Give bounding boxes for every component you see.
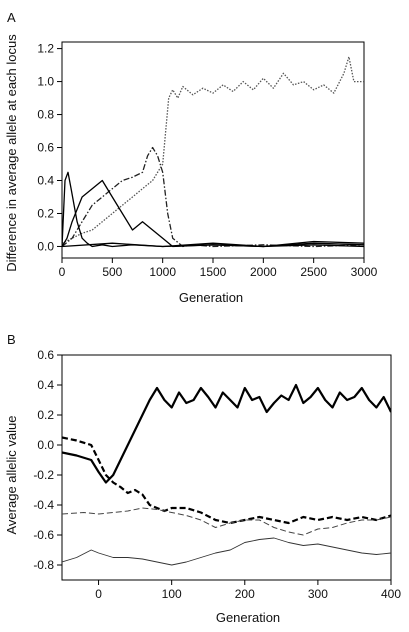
panel-a-series-line-1	[62, 56, 364, 244]
panel-a-xtick-label: 0	[59, 265, 66, 279]
panel-a-xtick-label: 3000	[351, 265, 378, 279]
panel-a-ytick-label: 0.6	[37, 141, 54, 155]
panel-b-series-line-1	[62, 383, 391, 484]
panel-b-xtick-label: 300	[308, 587, 328, 601]
panel-b-series-line-4	[62, 537, 391, 566]
panel-a-series-line-4	[62, 179, 364, 248]
panel-a-ytick-label: 0.8	[37, 108, 54, 122]
panel-b-ytick-label: 0.4	[37, 378, 54, 392]
panel-a-xtick-label: 500	[102, 265, 122, 279]
panel-b-ytick-label: -0.4	[33, 498, 54, 512]
panel-a-ytick-label: 0.0	[37, 239, 54, 253]
panel-a-series-line-3	[62, 171, 364, 248]
panel-b-ytick-label: 0.6	[37, 348, 54, 362]
panel-b-xtick-label: 400	[381, 587, 401, 601]
panel-b-label: B	[7, 332, 16, 347]
panel-a-series-line-2	[62, 146, 364, 248]
panel-b-ytick-label: 0.0	[37, 438, 54, 452]
panel-b-frame	[61, 354, 392, 581]
panel-b-xtick-label: 0	[95, 587, 102, 601]
panel-a-label: A	[7, 10, 16, 25]
panel-b-ytick-label: -0.8	[33, 558, 54, 572]
panel-b-ytick-label: -0.2	[33, 468, 54, 482]
panel-a-xtick-label: 2000	[250, 265, 277, 279]
panel-a-xtick-label: 2500	[300, 265, 327, 279]
panel-b-plot: 0 100 200 300 400 -0.8 -0.6 -0.4 -0.2 0.0 0.2 0.4 0.…	[33, 348, 401, 601]
panel-b-series-line-3	[62, 507, 391, 536]
panel-b-series-line-2	[62, 436, 391, 525]
panel-b-xtick-label: 200	[235, 587, 255, 601]
panel-a-ytick-label: 1.2	[37, 42, 54, 56]
panel-a-ytick-label: 0.2	[37, 206, 54, 220]
panel-a-plot: 0 500 1000 1500 2000 2500 3000 0.0 0.2 0.4 0.6 0.8 1…	[37, 41, 378, 279]
panel-b-ylabel: Average allelic value	[4, 416, 19, 535]
panel-a-series-line-5	[62, 240, 364, 248]
panel-b-xtick-label: 100	[162, 587, 182, 601]
panel-a-ytick-label: 0.4	[37, 174, 54, 188]
panel-b-ytick-label: -0.6	[33, 528, 54, 542]
panel-a-xtick-label: 1000	[149, 265, 176, 279]
panel-b-xlabel: Generation	[216, 610, 280, 625]
panel-a-ylabel: Difference in average allele at each loc…	[4, 34, 19, 272]
panel-b-ytick-label: 0.2	[37, 408, 54, 422]
panel-a-xtick-label: 1500	[200, 265, 227, 279]
panel-a-ytick-label: 1.0	[37, 75, 54, 89]
panel-a-xlabel: Generation	[179, 290, 243, 305]
panel-a-frame	[61, 41, 365, 259]
